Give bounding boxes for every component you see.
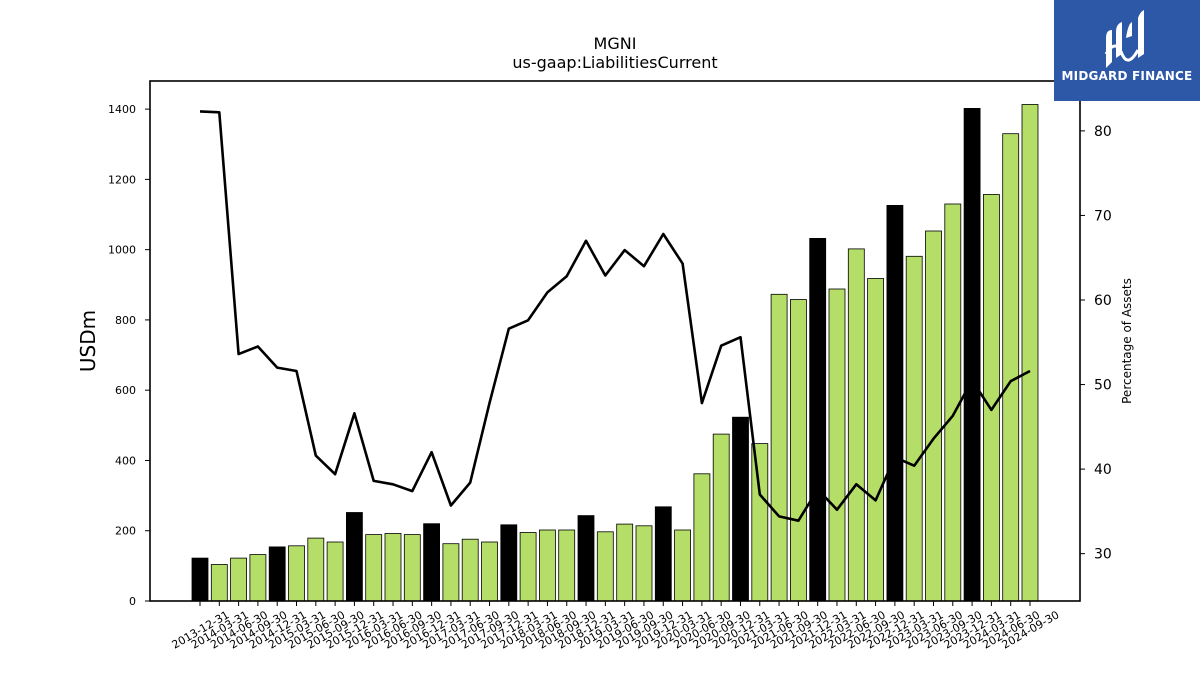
bar <box>423 523 441 602</box>
y-axis-label: USDm <box>76 310 100 372</box>
bar <box>481 541 498 602</box>
bar <box>616 523 634 602</box>
bar <box>365 534 383 602</box>
bar <box>539 529 556 602</box>
bar <box>925 230 942 602</box>
bar <box>307 537 325 602</box>
y-tick-label: 1400 <box>108 103 136 116</box>
bar <box>442 543 460 602</box>
bar <box>230 557 248 602</box>
bar <box>693 473 711 602</box>
y2-axis-label: Percentage of Assets <box>1120 278 1134 404</box>
bar <box>384 533 402 602</box>
bar <box>770 293 788 602</box>
y-axis-right: 30 40 50 60 70 80 <box>1080 124 1112 563</box>
bar <box>790 299 807 602</box>
brand-logo: MIDGARD FINANCE <box>1054 0 1200 101</box>
bar <box>635 525 653 602</box>
bar <box>983 194 1000 602</box>
bar <box>963 108 981 602</box>
bar <box>809 237 827 602</box>
y2-tick-label: 70 <box>1094 208 1112 224</box>
bar <box>461 538 479 602</box>
y2-tick-label: 50 <box>1094 378 1112 394</box>
bar <box>886 204 904 602</box>
bar <box>847 248 865 602</box>
plot-frame <box>149 80 1081 602</box>
bar <box>944 203 962 602</box>
y-tick-label: 600 <box>115 384 136 397</box>
bar <box>1021 104 1039 602</box>
bar <box>1002 133 1020 602</box>
bar <box>268 546 286 602</box>
y-tick-label: 200 <box>115 525 136 538</box>
bar <box>751 443 769 602</box>
bar <box>210 564 228 602</box>
bar <box>712 433 730 602</box>
bar <box>288 545 305 602</box>
y-tick-label: 0 <box>129 595 136 608</box>
bar <box>732 416 749 602</box>
bar <box>249 554 267 602</box>
bar <box>905 255 923 602</box>
bar <box>345 512 363 602</box>
bar <box>558 529 576 602</box>
line-series <box>199 110 1031 523</box>
bar <box>326 541 344 602</box>
y-tick-label: 800 <box>115 314 136 327</box>
x-axis: 2013-12-312014-03-312014-06-302014-09-30… <box>170 601 1062 652</box>
y2-tick-label: 60 <box>1094 293 1112 309</box>
chart-title: MGNI <box>594 34 637 53</box>
bar <box>596 531 614 602</box>
bar <box>577 515 595 602</box>
bar <box>828 288 846 602</box>
y2-tick-label: 40 <box>1094 462 1112 478</box>
bar <box>867 278 884 602</box>
bar <box>500 524 518 602</box>
y-tick-label: 1000 <box>108 244 136 257</box>
percentage-line <box>199 110 1031 523</box>
bar <box>519 532 537 602</box>
y2-tick-label: 80 <box>1094 124 1112 140</box>
bar <box>674 529 691 602</box>
y-tick-label: 400 <box>115 454 136 467</box>
midgard-logo-icon <box>1104 10 1144 68</box>
bar-series <box>191 104 1039 602</box>
chart-subtitle: us-gaap:LiabilitiesCurrent <box>512 53 717 72</box>
y-axis-left: 0 200 400 600 800 1000 1200 1400 <box>108 103 150 608</box>
y-tick-label: 1200 <box>108 173 136 186</box>
bar <box>191 557 209 602</box>
y2-tick-label: 30 <box>1094 547 1112 563</box>
bar <box>654 506 672 602</box>
bar <box>403 534 421 602</box>
logo-text: MIDGARD FINANCE <box>1061 69 1193 83</box>
